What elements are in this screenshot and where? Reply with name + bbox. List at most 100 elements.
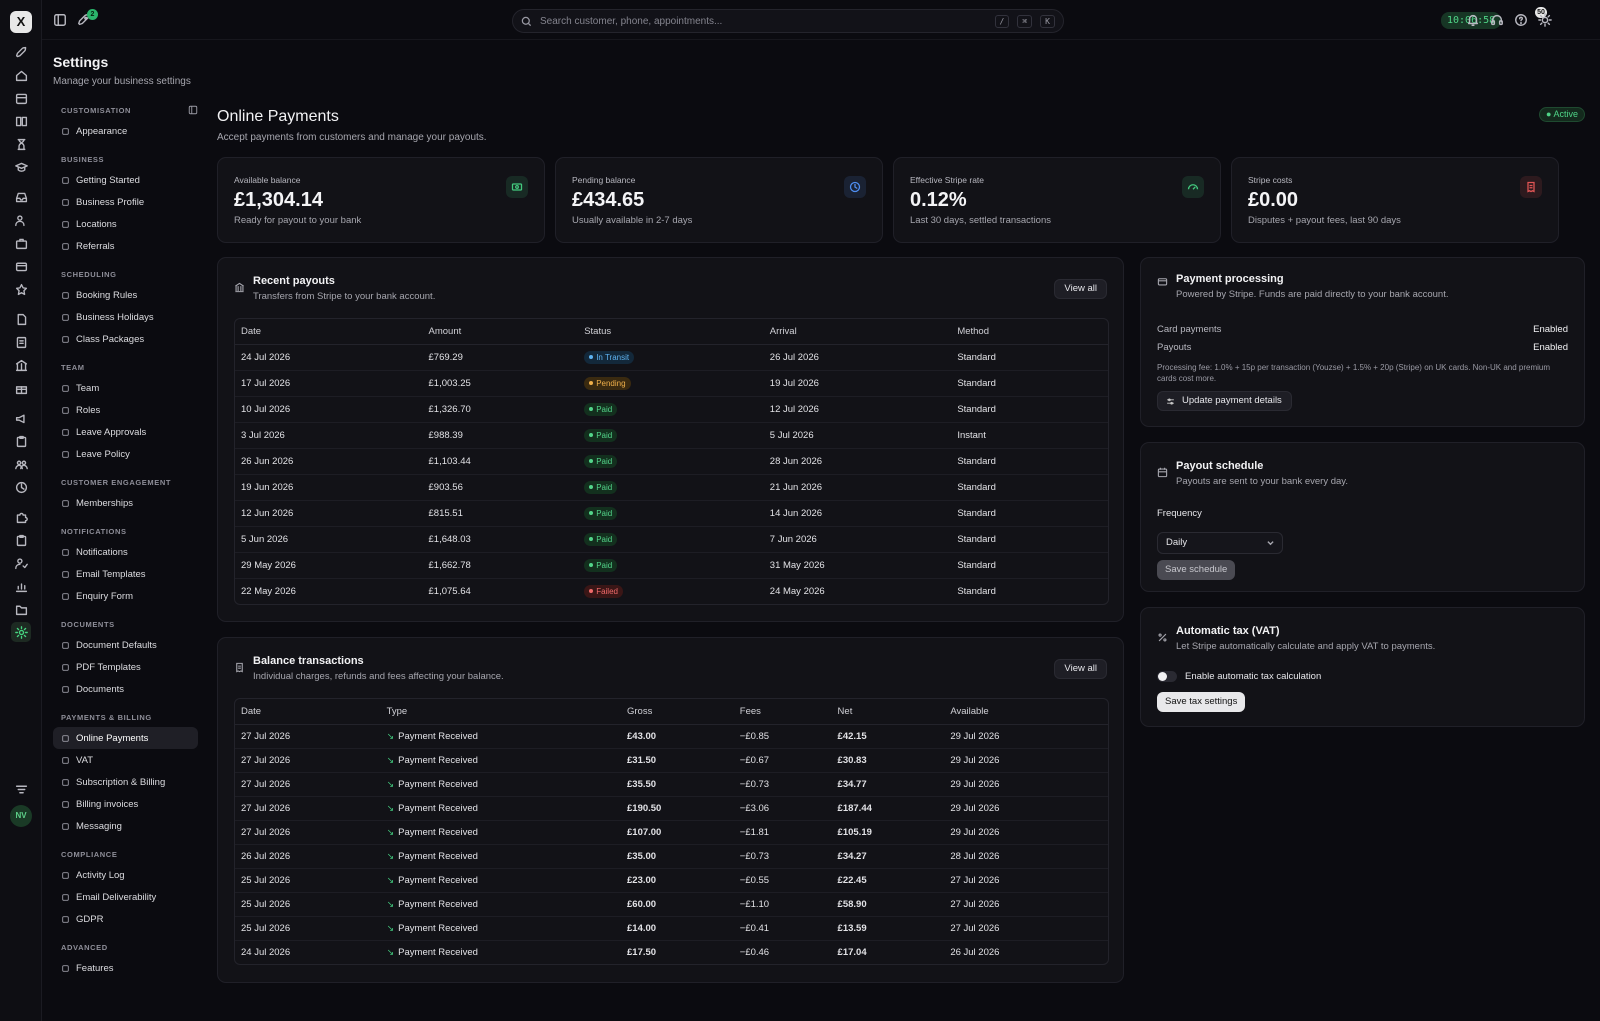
sidebar-item[interactable]: Documents (53, 678, 198, 700)
table-row[interactable]: 25 Jul 2026 ↘ Payment Received £23.00 −£0.55… (235, 868, 1108, 893)
table-row[interactable]: 12 Jun 2026 £815.51 Paid 14 Jun 2026 Standar… (235, 500, 1108, 527)
puzzle-icon[interactable] (13, 509, 29, 525)
save-tax-settings-button[interactable]: Save tax settings (1157, 692, 1246, 712)
sidebar-item[interactable]: GDPR (53, 908, 198, 930)
save-schedule-button[interactable]: Save schedule (1157, 560, 1236, 580)
sidebar-item[interactable]: Referrals (53, 235, 198, 257)
table-cell: Standard (951, 500, 1108, 527)
table-row[interactable]: 25 Jul 2026 ↘ Payment Received £14.00 −£0.41… (235, 916, 1108, 941)
collapse-sidebar-icon[interactable] (188, 105, 198, 115)
table-row[interactable]: 19 Jun 2026 £903.56 Paid 21 Jun 2026 Standar… (235, 474, 1108, 501)
table-row[interactable]: 26 Jun 2026 £1,103.44 Paid 28 Jun 2026 Stand… (235, 448, 1108, 475)
sidebar-item[interactable]: Activity Log (53, 864, 198, 886)
clipboard-icon[interactable] (13, 433, 29, 449)
invoice-icon[interactable] (13, 334, 29, 350)
view-all-transactions-button[interactable]: View all (1054, 659, 1107, 679)
help-icon[interactable] (1514, 13, 1528, 27)
gift-icon[interactable] (13, 380, 29, 396)
settings-icon[interactable] (11, 622, 31, 642)
table-row[interactable]: 3 Jul 2026 £988.39 Paid 5 Jul 2026 Instant (235, 422, 1108, 449)
sidebar-item[interactable]: Subscription & Billing (53, 771, 198, 793)
clipboard-icon[interactable] (13, 532, 29, 548)
table-cell: 19 Jun 2026 (235, 474, 423, 501)
sidebar-toggle-icon[interactable] (53, 13, 67, 27)
table-row[interactable]: 24 Jul 2026 £769.29 In Transit 26 Jul 2026 S… (235, 344, 1108, 371)
sidebar-item[interactable]: Billing invoices (53, 793, 198, 815)
megaphone-icon[interactable] (13, 410, 29, 426)
table-row[interactable]: 27 Jul 2026 ↘ Payment Received £31.50 −£0.67… (235, 748, 1108, 773)
table-row[interactable]: 24 Jul 2026 ↘ Payment Received £17.50 −£0.46… (235, 940, 1108, 964)
avatar[interactable]: NV (10, 805, 32, 827)
sidebar-item-label: Appearance (76, 125, 128, 137)
inbox-icon[interactable] (13, 189, 29, 205)
headset-icon[interactable] (1490, 13, 1504, 27)
bell-icon[interactable] (1466, 13, 1480, 27)
graduation-icon[interactable] (13, 159, 29, 175)
sidebar-item[interactable]: Booking Rules (53, 284, 198, 306)
sidebar-item[interactable]: Roles (53, 399, 198, 421)
table-row[interactable]: 27 Jul 2026 ↘ Payment Received £107.00 −£1.8… (235, 820, 1108, 845)
search-input[interactable] (540, 15, 987, 27)
frequency-select[interactable]: Daily (1157, 532, 1283, 554)
filter-icon[interactable] (13, 781, 29, 797)
table-row[interactable]: 5 Jun 2026 £1,648.03 Paid 7 Jun 2026 Standar… (235, 526, 1108, 553)
table-row[interactable]: 26 Jul 2026 ↘ Payment Received £35.00 −£0.73… (235, 844, 1108, 869)
sidebar-item[interactable]: Team (53, 377, 198, 399)
user-check-icon[interactable] (13, 555, 29, 571)
home-icon[interactable] (13, 67, 29, 83)
bank-icon[interactable] (13, 357, 29, 373)
card-icon[interactable] (13, 258, 29, 274)
hourglass-icon[interactable] (13, 136, 29, 152)
sidebar-item[interactable]: PDF Templates (53, 656, 198, 678)
table-cell: 7 Jun 2026 (763, 526, 952, 553)
sidebar-item[interactable]: Notifications (53, 541, 198, 563)
table-row[interactable]: 17 Jul 2026 £1,003.25 Pending 19 Jul 2026 St… (235, 370, 1108, 397)
table-row[interactable]: 27 Jul 2026 ↘ Payment Received £190.50 −£3.0… (235, 796, 1108, 821)
sidebar-item[interactable]: Email Templates (53, 563, 198, 585)
sidebar-item[interactable]: Online Payments (53, 727, 198, 749)
auto-tax-toggle[interactable] (1157, 671, 1177, 682)
sidebar-item[interactable]: Messaging (53, 815, 198, 837)
sidebar-item[interactable]: Leave Policy (53, 443, 198, 465)
table-row[interactable]: 10 Jul 2026 £1,326.70 Paid 12 Jul 2026 Stand… (235, 396, 1108, 423)
table-row[interactable]: 29 May 2026 £1,662.78 Paid 31 May 2026 Stand… (235, 552, 1108, 579)
app-logo[interactable]: X (10, 11, 32, 33)
sidebar-item[interactable]: VAT (53, 749, 198, 771)
table-row[interactable]: 27 Jul 2026 ↘ Payment Received £35.50 −£0.73… (235, 772, 1108, 797)
table-cell: £815.51 (422, 500, 579, 527)
table-cell: Standard (951, 552, 1108, 579)
sidebar-item-label: Business Profile (76, 196, 145, 208)
chart-icon[interactable] (13, 578, 29, 594)
status-badge: ● Active (1539, 107, 1585, 122)
table-cell: −£0.73 (733, 844, 832, 869)
sidebar-item[interactable]: Features (53, 957, 198, 979)
team-icon[interactable] (13, 456, 29, 472)
rocket-icon[interactable] (13, 44, 29, 60)
sidebar-item[interactable]: Enquiry Form (53, 585, 198, 607)
folder-icon[interactable] (13, 601, 29, 617)
calendar-icon[interactable] (13, 90, 29, 106)
search-bar[interactable]: / ⌘ K (512, 9, 1064, 33)
table-row[interactable]: 25 Jul 2026 ↘ Payment Received £60.00 −£1.10… (235, 892, 1108, 917)
clock-icon[interactable] (13, 479, 29, 495)
sidebar-item[interactable]: Locations (53, 213, 198, 235)
sidebar-item[interactable]: Appearance (53, 120, 198, 142)
sidebar-item[interactable]: Document Defaults (53, 634, 198, 656)
sidebar-item[interactable]: Class Packages (53, 328, 198, 350)
theme-sun-icon[interactable] (1538, 13, 1552, 27)
update-payment-details-button[interactable]: Update payment details (1157, 391, 1292, 411)
file-icon[interactable] (13, 311, 29, 327)
sidebar-item[interactable]: Business Profile (53, 191, 198, 213)
sidebar-item[interactable]: Memberships (53, 492, 198, 514)
sidebar-item[interactable]: Business Holidays (53, 306, 198, 328)
table-row[interactable]: 22 May 2026 £1,075.64 Failed 24 May 2026 Sta… (235, 578, 1108, 604)
book-icon[interactable] (13, 113, 29, 129)
view-all-payouts-button[interactable]: View all (1054, 279, 1107, 299)
table-row[interactable]: 27 Jul 2026 ↘ Payment Received £43.00 −£0.85… (235, 724, 1108, 749)
users-icon[interactable] (13, 212, 29, 228)
briefcase-icon[interactable] (13, 235, 29, 251)
star-icon[interactable] (13, 281, 29, 297)
sidebar-item[interactable]: Leave Approvals (53, 421, 198, 443)
sidebar-item[interactable]: Email Deliverability (53, 886, 198, 908)
sidebar-item[interactable]: Getting Started (53, 169, 198, 191)
